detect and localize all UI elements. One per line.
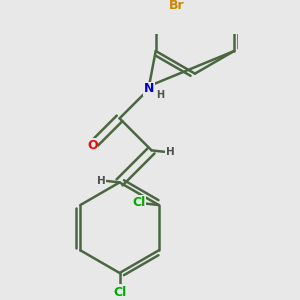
Text: O: O: [87, 139, 98, 152]
Text: Br: Br: [169, 0, 185, 12]
Text: Cl: Cl: [113, 286, 126, 299]
Text: H: H: [97, 176, 106, 186]
Text: H: H: [156, 90, 164, 100]
Text: N: N: [144, 82, 154, 95]
Text: H: H: [166, 147, 174, 157]
Text: Cl: Cl: [132, 196, 146, 209]
